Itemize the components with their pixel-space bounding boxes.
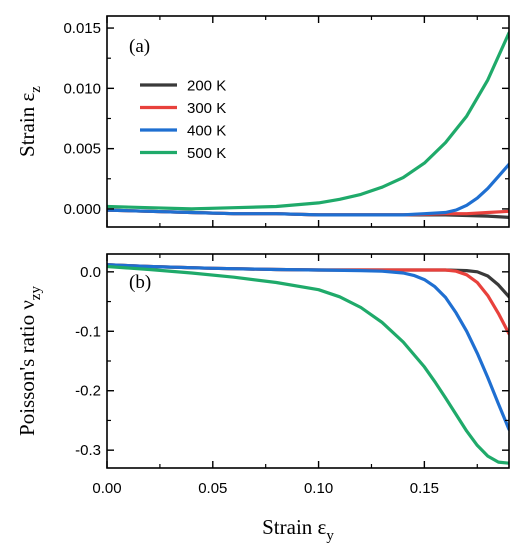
y-axis-label: Poisson's ratio νzy	[15, 286, 44, 436]
panel-b: 0.00 0.05 0.10 0.15 0.0 -0.1 -0.2 -0.3 (b) Poisso…	[15, 253, 510, 544]
series-line-500k	[107, 31, 509, 211]
legend-item-label: 500 K	[187, 145, 226, 162]
panel-label: (a)	[129, 36, 150, 57]
x-tick-label: 0.15	[410, 480, 439, 497]
legend-item-label: 400 K	[187, 123, 226, 140]
x-tick-label: 0.00	[92, 480, 121, 497]
series-line-300k	[107, 263, 509, 336]
y-tick-label: 0.000	[63, 201, 101, 218]
y-axis-label-main: Strain ε	[15, 93, 39, 157]
y-axis-label-sub: zy	[28, 286, 44, 301]
plot-frame	[106, 253, 510, 469]
y-tick-label: 0.010	[63, 80, 101, 97]
x-tick-label: 0.10	[304, 480, 333, 497]
y-axis-label: Strain εz	[15, 86, 44, 157]
y-tick-label: 0.015	[63, 20, 101, 37]
y-tick-label: -0.3	[75, 442, 101, 459]
y-axis-label-sub: z	[28, 86, 44, 93]
y-tick-label: -0.2	[75, 383, 101, 400]
y-tick-label: 0.0	[80, 264, 101, 281]
series-line-400k	[107, 263, 509, 431]
y-axis-label-main: Poisson's ratio ν	[15, 300, 39, 436]
x-axis-label-sub: y	[326, 528, 334, 544]
x-axis-label-main: Strain ε	[262, 515, 326, 539]
plot-frame	[106, 15, 510, 228]
y-tick-label: -0.1	[75, 323, 101, 340]
y-tick-label: 0.005	[63, 141, 101, 158]
series-line-500k	[107, 264, 509, 465]
series-line-400k	[107, 162, 509, 217]
panel-label: (b)	[129, 272, 151, 293]
legend: 200 K 300 K 400 K 500 K	[140, 78, 226, 162]
series-group	[107, 263, 509, 465]
legend-item-label: 200 K	[187, 78, 226, 95]
x-axis-label: Strain εy	[262, 515, 334, 544]
legend-item-label: 300 K	[187, 100, 226, 117]
x-tick-label: 0.05	[198, 480, 227, 497]
series-group	[107, 31, 509, 219]
panel-a: 0.000 0.005 0.010 0.015 (a) Strain εz 200 K 300…	[15, 15, 510, 228]
